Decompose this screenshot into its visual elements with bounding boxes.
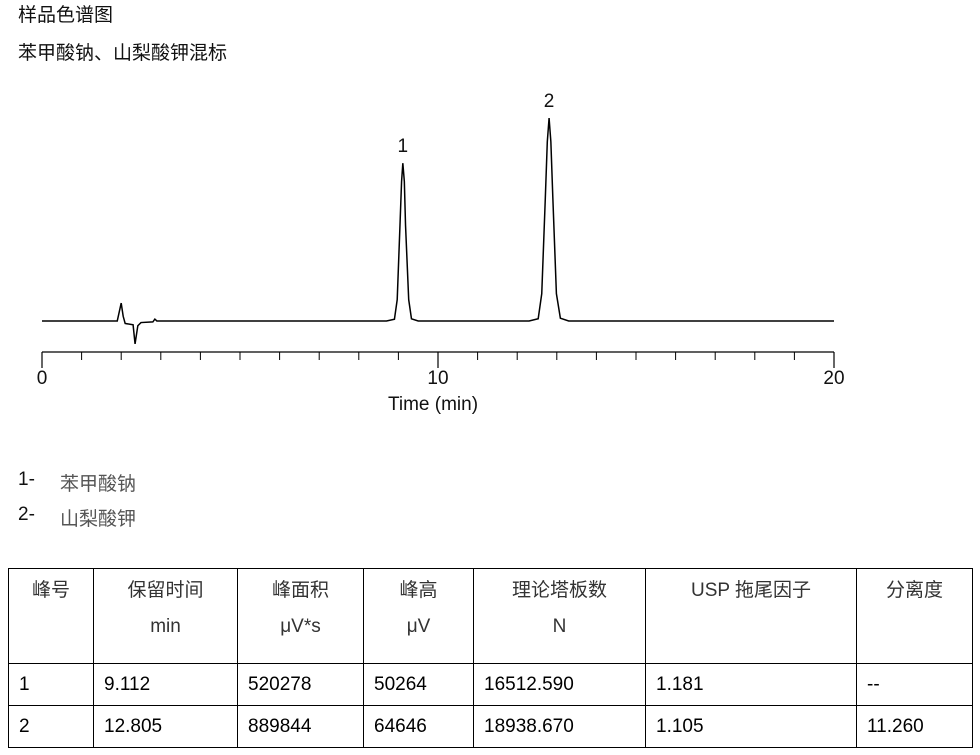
title: 样品色谱图 [18, 5, 114, 26]
subtitle: 苯甲酸钠、山梨酸钾混标 [18, 43, 228, 64]
header-cell: 峰高 μV [363, 568, 474, 664]
peak-label: 2 [544, 91, 555, 112]
column-name: USP 拖尾因子 [690, 580, 811, 601]
chart: Time (min) 0 10 20 1 2 [37, 91, 845, 415]
header-cell: 峰号 [8, 568, 94, 664]
table-cell: 11.260 [856, 705, 973, 748]
column-unit: min [150, 616, 181, 637]
column-name: 分离度 [885, 580, 943, 601]
peak-label: 1 [398, 136, 409, 157]
table-cell: 64646 [363, 705, 474, 748]
peak-name: 山梨酸钾 [60, 509, 137, 530]
table-cell: 1 [8, 663, 94, 706]
table-cell: 2 [8, 705, 94, 748]
column-name: 保留时间 [127, 580, 204, 601]
x-tick-label: 10 [427, 368, 448, 389]
table-cell: 12.805 [93, 705, 238, 748]
table-cell: 889844 [237, 705, 364, 748]
table-cell: 16512.590 [473, 663, 646, 706]
table-cell: 50264 [363, 663, 474, 706]
x-tick-label: 0 [37, 368, 48, 389]
header-cell: 分离度 [856, 568, 973, 664]
table-cell: 18938.670 [473, 705, 646, 748]
header-cell: 理论塔板数 N [473, 568, 646, 664]
column-unit: N [552, 616, 567, 637]
peak-number: 2- [18, 504, 35, 525]
table-row: 2 12.805 889844 64646 18938.670 1.105 11.260 [8, 705, 973, 748]
chromatogram-trace [42, 117, 834, 345]
header-cell: USP 拖尾因子 [645, 568, 857, 664]
table-cell: 9.112 [93, 663, 238, 706]
column-unit: μV*s [280, 616, 321, 637]
column-unit: μV [406, 616, 431, 637]
column-name: 峰号 [31, 580, 70, 601]
column-name: 峰面积 [271, 580, 329, 601]
table-row: 1 9.112 520278 50264 16512.590 1.181 -- [8, 663, 973, 706]
table-cell: 1.181 [645, 663, 857, 706]
column-name: 峰高 [399, 580, 438, 601]
peak-name: 苯甲酸钠 [60, 474, 137, 495]
column-name: 理论塔板数 [511, 580, 607, 601]
x-axis-label: Time (min) [388, 394, 478, 415]
x-tick-label: 20 [823, 368, 844, 389]
table-cell: -- [856, 663, 973, 706]
peak-number: 1- [18, 469, 35, 490]
table-cell: 520278 [237, 663, 364, 706]
header-cell: 峰面积 μV*s [237, 568, 364, 664]
table-cell: 1.105 [645, 705, 857, 748]
header-cell: 保留时间 min [93, 568, 238, 664]
